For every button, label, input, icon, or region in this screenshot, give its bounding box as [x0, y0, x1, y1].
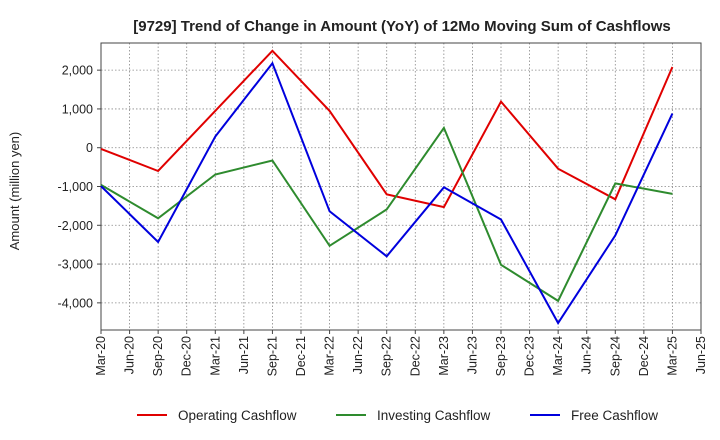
x-tick-label: Dec-20	[180, 336, 194, 376]
legend-label-investing-cashflow: Investing Cashflow	[377, 408, 491, 423]
x-tick-label: Mar-22	[323, 336, 337, 376]
x-tick-label: Sep-21	[265, 336, 279, 376]
x-tick-label: Sep-20	[151, 336, 165, 376]
x-tick-label: Sep-22	[380, 336, 394, 376]
series-line-free-cashflow	[100, 61, 674, 325]
x-tick-label: Mar-24	[551, 336, 565, 376]
x-tick-label: Dec-21	[294, 336, 308, 376]
chart-title: [9729] Trend of Change in Amount (YoY) o…	[133, 18, 671, 35]
x-axis: Mar-20 Jun-20 Sep-20 Dec-20 Mar-21 Jun-21 Sep-…	[94, 330, 708, 376]
x-tick-label: Sep-24	[608, 336, 622, 376]
x-tick-label: Jun-23	[465, 336, 479, 374]
x-tick-label: Mar-20	[94, 336, 108, 376]
y-tick-label: -4,000	[58, 296, 93, 310]
y-axis-label: Amount (million yen)	[7, 132, 22, 251]
x-tick-label: Mar-23	[437, 336, 451, 376]
y-tick-label: 2,000	[62, 64, 93, 78]
y-tick-label: -3,000	[58, 258, 93, 272]
x-tick-label: Sep-23	[494, 336, 508, 376]
x-tick-label: Jun-25	[694, 336, 708, 374]
legend-label-operating-cashflow: Operating Cashflow	[178, 408, 297, 423]
x-tick-label: Jun-20	[123, 336, 137, 374]
x-tick-label: Jun-21	[237, 336, 251, 374]
y-tick-label: 0	[86, 141, 93, 155]
x-tick-label: Jun-24	[580, 336, 594, 374]
y-tick-label: -2,000	[58, 219, 93, 233]
x-tick-label: Dec-22	[408, 336, 422, 376]
series-group	[100, 49, 674, 325]
x-tick-label: Dec-24	[637, 336, 651, 376]
series-line-operating-cashflow	[100, 49, 674, 209]
x-tick-label: Jun-22	[351, 336, 365, 374]
series-line-investing-cashflow	[100, 125, 673, 303]
legend-label-free-cashflow: Free Cashflow	[571, 408, 658, 423]
y-axis: 2,000 1,000 0 -1,000 -2,000 -3,000 -4,000	[58, 64, 101, 310]
y-tick-label: -1,000	[58, 180, 93, 194]
y-tick-label: 1,000	[62, 102, 93, 116]
x-tick-label: Dec-23	[523, 336, 537, 376]
legend: Operating Cashflow Investing Cashflow Free…	[137, 408, 658, 423]
grid	[101, 43, 701, 330]
plot-frame	[100, 42, 702, 331]
x-tick-label: Mar-21	[208, 336, 222, 376]
x-tick-label: Mar-25	[665, 336, 679, 376]
